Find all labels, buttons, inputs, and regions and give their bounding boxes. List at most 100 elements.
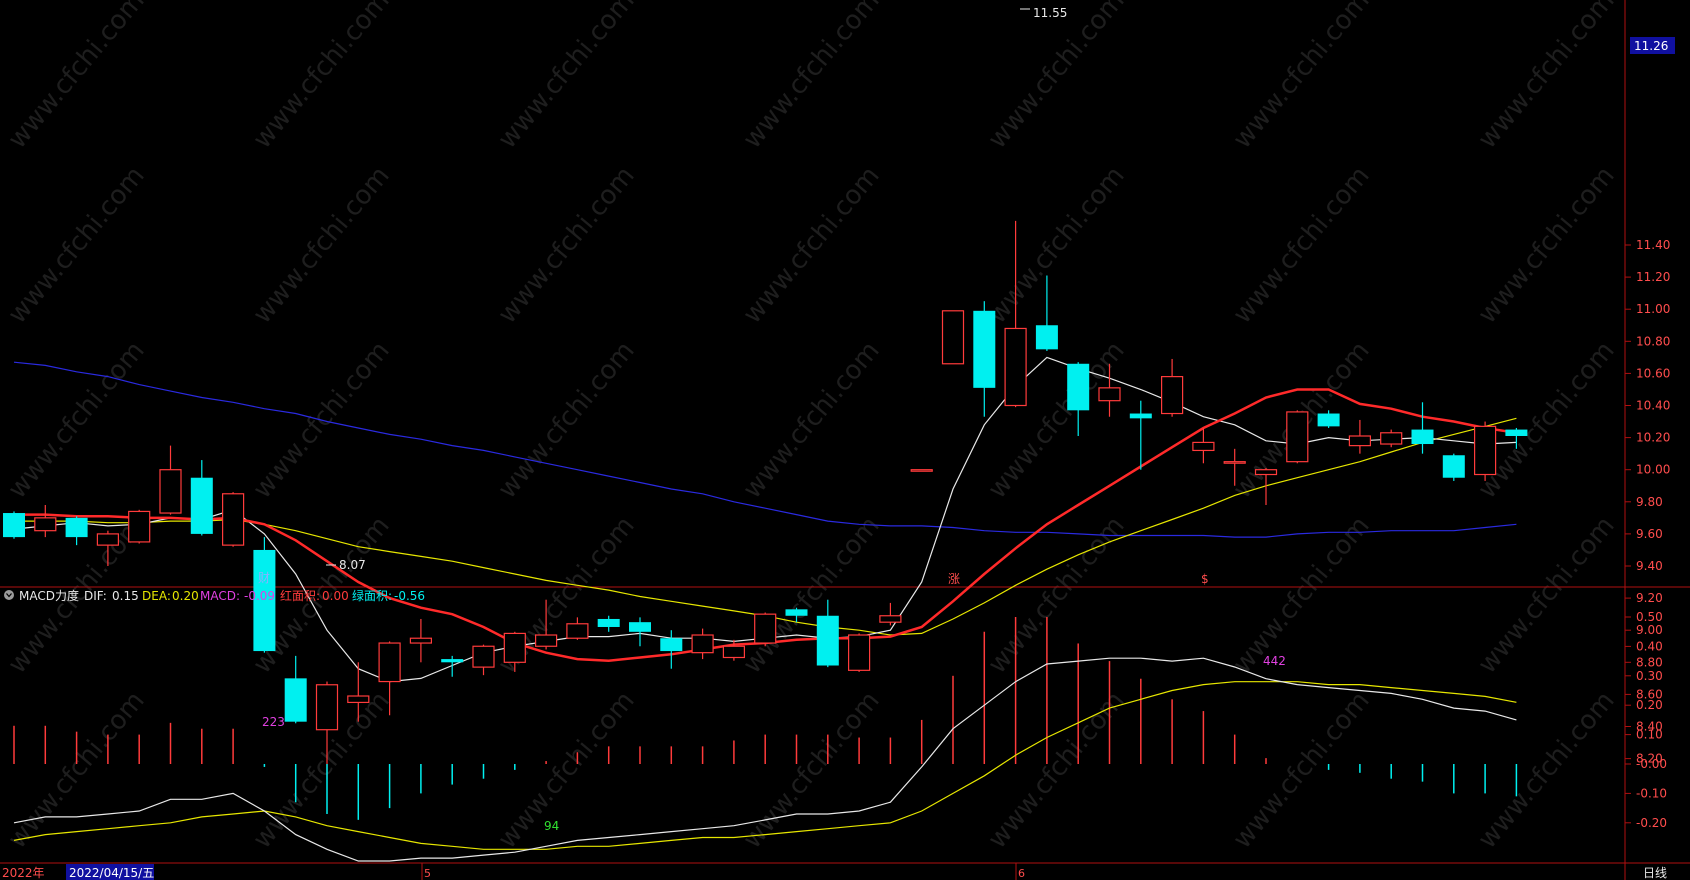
- candle-body: [597, 618, 620, 627]
- event-mark-rise[interactable]: 涨: [948, 571, 960, 586]
- candle: [159, 445, 182, 515]
- candle: [816, 599, 839, 668]
- current-price-label: 11.26: [1634, 39, 1668, 53]
- low-marker: 8.07: [326, 558, 366, 572]
- candle-body: [1286, 411, 1309, 463]
- candle: [1473, 421, 1497, 481]
- candle-body: [785, 609, 808, 616]
- candle-body: [1505, 429, 1528, 436]
- macd-label: MACD:: [200, 589, 240, 603]
- candle: [1223, 448, 1246, 486]
- candle-body: [879, 615, 902, 623]
- candle: [1286, 410, 1309, 464]
- candle-body: [566, 623, 589, 639]
- year-label: 2022年: [2, 866, 45, 880]
- candle-body: [1192, 441, 1215, 452]
- candle-body: [1004, 327, 1027, 407]
- macd-tick-label: 0.20: [1636, 698, 1663, 712]
- candle: [785, 607, 808, 623]
- price-tick-label: 9.40: [1636, 559, 1663, 573]
- price-tick-label: 10.80: [1636, 334, 1670, 348]
- candle: [128, 509, 151, 544]
- candle-body: [347, 695, 370, 704]
- low-price-label: 8.07: [339, 558, 366, 572]
- price-tick-label: 9.00: [1636, 623, 1663, 637]
- area-mark-2: 94: [544, 819, 559, 833]
- candle: [1348, 419, 1372, 454]
- dea-label: DEA:: [142, 589, 171, 603]
- candle-body: [3, 513, 25, 538]
- candle-body: [222, 493, 245, 546]
- candle-body: [378, 642, 401, 683]
- candle: [660, 630, 683, 669]
- indicator-header: MACD力度 DIF: 0.15 DEA: 0.20 MACD: -0.09 红…: [4, 588, 425, 603]
- candle: [973, 301, 996, 417]
- svg-text:MACD力度 DIF: 0.15: MACD力度 DIF: 0.15 DEA: 0.20 MACD: -0.09 红…: [19, 588, 425, 603]
- candle: [472, 644, 495, 676]
- price-tick-label: 10.20: [1636, 431, 1670, 445]
- candle: [566, 617, 589, 640]
- candle-body: [96, 533, 120, 546]
- candle-body: [441, 659, 464, 663]
- candle-body: [1254, 469, 1278, 476]
- candle: [1067, 362, 1090, 436]
- candle-body: [1348, 435, 1372, 447]
- candle: [629, 617, 651, 647]
- candle: [253, 537, 276, 653]
- high-price-label: 11.55: [1033, 6, 1067, 20]
- price-tick-label: 9.20: [1636, 591, 1663, 605]
- candle-body: [816, 615, 839, 666]
- red-area-value: 0.00: [322, 589, 349, 603]
- candle-body: [409, 637, 432, 644]
- candle: [1129, 400, 1152, 470]
- price-tick-label: 8.80: [1636, 655, 1663, 669]
- high-marker: 11.55: [1020, 6, 1067, 20]
- candle-body: [1067, 363, 1090, 411]
- candle: [534, 599, 558, 650]
- candle: [1442, 453, 1465, 481]
- price-tick-label: 10.40: [1636, 399, 1670, 413]
- candle-body: [190, 477, 213, 534]
- candle: [503, 631, 526, 672]
- macd-tick-label: -0.20: [1636, 816, 1667, 830]
- candle-body: [691, 634, 714, 654]
- indicator-toggle-icon[interactable]: [4, 590, 14, 600]
- macd-tick-label: 0.40: [1636, 639, 1663, 653]
- candle-body: [941, 310, 965, 365]
- candle: [347, 662, 370, 722]
- period-selector[interactable]: 日线: [1643, 866, 1667, 880]
- candlestick-series: [3, 220, 1528, 780]
- candle-body: [1035, 325, 1058, 350]
- month-6-label: 6: [1018, 867, 1025, 880]
- candle: [1317, 410, 1340, 428]
- event-mark-dollar[interactable]: $: [1201, 572, 1209, 586]
- candle: [222, 492, 245, 547]
- price-axis: 11.40 11.20 11.00 10.80 10.60 10.40 10.20 10.00…: [1625, 238, 1670, 766]
- price-tick-label: 9.60: [1636, 527, 1663, 541]
- candle-body: [1223, 461, 1246, 464]
- candle-body: [1411, 429, 1434, 445]
- candle: [941, 310, 965, 365]
- dif-label: DIF:: [84, 589, 107, 603]
- event-mark-finance[interactable]: 财: [258, 571, 270, 585]
- macd-axis: 0.50 0.40 0.30 0.20 0.10 -0.00 -0.10 -0.20: [1625, 610, 1667, 830]
- candle: [34, 505, 57, 538]
- macd-value: -0.09: [244, 589, 275, 603]
- price-tick-label: 8.60: [1636, 687, 1663, 701]
- candle-body: [34, 517, 57, 532]
- candle: [65, 516, 88, 546]
- candle: [1411, 402, 1434, 454]
- date-bar: 2022年 2022/04/15/五 5 6 日线: [2, 863, 1667, 880]
- price-tick-label: 11.40: [1636, 238, 1670, 252]
- macd-tick-label: 0.50: [1636, 610, 1663, 624]
- candle: [284, 655, 307, 724]
- area-mark-3: 442: [1263, 654, 1286, 668]
- price-tick-label: 8.20: [1636, 752, 1663, 766]
- candle-body: [973, 310, 996, 388]
- macd-tick-label: -0.10: [1636, 786, 1667, 800]
- candle-body: [253, 549, 276, 652]
- cursor-date-box: [66, 864, 154, 880]
- candle: [754, 612, 777, 647]
